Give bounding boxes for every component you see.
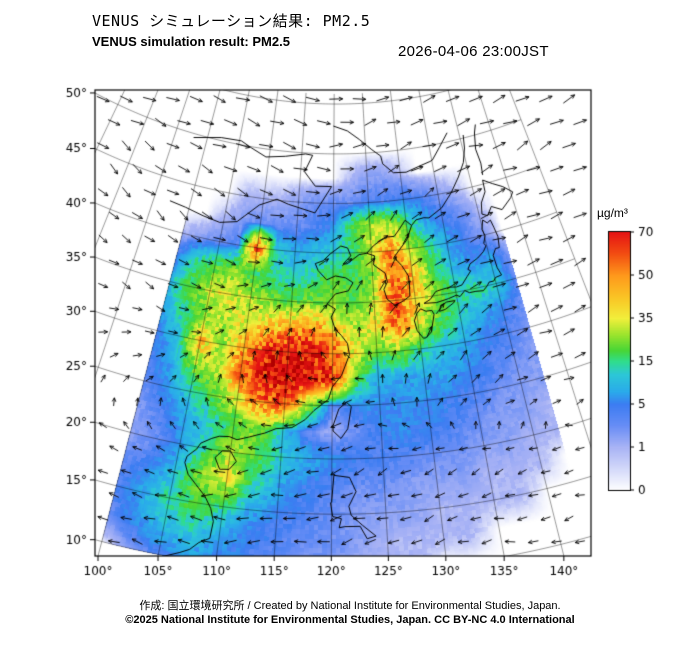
- copyright-line: ©2025 National Institute for Environment…: [125, 614, 575, 626]
- credit-line: 作成: 国立環境研究所 / Created by National Instit…: [139, 600, 561, 612]
- simulation-timestamp: 2026-04-06 23:00JST: [398, 43, 549, 60]
- page-title-japanese: VENUS シミュレーション結果: PM2.5: [92, 12, 371, 30]
- page-title-english: VENUS simulation result: PM2.5: [92, 34, 290, 49]
- colorbar-unit-label: µg/m³: [597, 206, 628, 220]
